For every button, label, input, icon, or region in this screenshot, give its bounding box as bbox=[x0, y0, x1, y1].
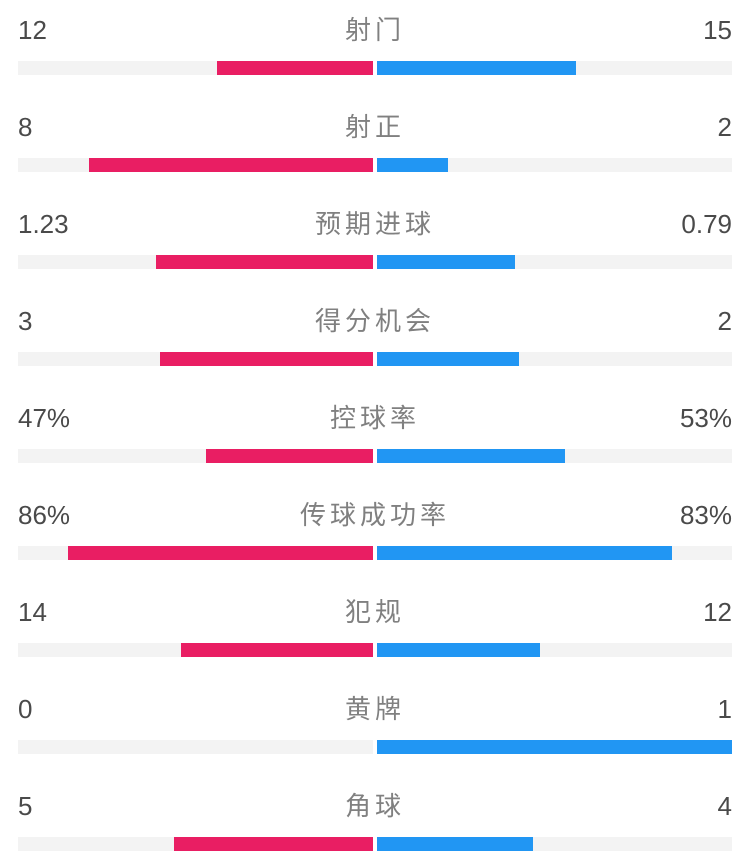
bar-fill-right bbox=[377, 643, 540, 657]
bar-half-right bbox=[377, 546, 732, 560]
bar-half-left bbox=[18, 158, 373, 172]
match-stats-container: 12射门158射正21.23预期进球0.793得分机会247%控球率53%86%… bbox=[18, 10, 732, 851]
stat-header: 3得分机会2 bbox=[18, 301, 732, 338]
bar-fill-right bbox=[377, 546, 672, 560]
stat-value-left: 5 bbox=[18, 791, 78, 822]
stat-row: 14犯规12 bbox=[18, 592, 732, 657]
stat-value-right: 0.79 bbox=[672, 209, 732, 240]
stat-value-right: 4 bbox=[672, 791, 732, 822]
stat-value-left: 1.23 bbox=[18, 209, 78, 240]
stat-label: 犯规 bbox=[78, 592, 672, 629]
stat-bar-track bbox=[18, 546, 732, 560]
stat-row: 47%控球率53% bbox=[18, 398, 732, 463]
bar-fill-left bbox=[89, 158, 373, 172]
stat-value-left: 8 bbox=[18, 112, 78, 143]
stat-label: 预期进球 bbox=[78, 204, 672, 241]
bar-fill-left bbox=[206, 449, 373, 463]
bar-half-left bbox=[18, 740, 373, 754]
stat-header: 1.23预期进球0.79 bbox=[18, 204, 732, 241]
stat-bar-track bbox=[18, 352, 732, 366]
bar-fill-right bbox=[377, 352, 519, 366]
stat-value-left: 3 bbox=[18, 306, 78, 337]
bar-fill-left bbox=[68, 546, 373, 560]
stat-bar-track bbox=[18, 158, 732, 172]
stat-value-left: 47% bbox=[18, 403, 78, 434]
stat-row: 86%传球成功率83% bbox=[18, 495, 732, 560]
bar-half-left bbox=[18, 643, 373, 657]
bar-half-left bbox=[18, 255, 373, 269]
stat-header: 86%传球成功率83% bbox=[18, 495, 732, 532]
stat-row: 8射正2 bbox=[18, 107, 732, 172]
stat-label: 黄牌 bbox=[78, 689, 672, 726]
bar-fill-right bbox=[377, 158, 448, 172]
stat-header: 14犯规12 bbox=[18, 592, 732, 629]
bar-half-left bbox=[18, 61, 373, 75]
bar-fill-right bbox=[377, 255, 515, 269]
stat-value-right: 2 bbox=[672, 112, 732, 143]
stat-value-left: 14 bbox=[18, 597, 78, 628]
bar-fill-right bbox=[377, 61, 576, 75]
stat-label: 角球 bbox=[78, 786, 672, 823]
bar-fill-right bbox=[377, 740, 732, 754]
stat-header: 0黄牌1 bbox=[18, 689, 732, 726]
bar-half-left bbox=[18, 449, 373, 463]
stat-bar-track bbox=[18, 255, 732, 269]
stat-value-right: 1 bbox=[672, 694, 732, 725]
stat-value-right: 15 bbox=[672, 15, 732, 46]
bar-fill-left bbox=[156, 255, 373, 269]
bar-fill-left bbox=[217, 61, 373, 75]
stat-row: 12射门15 bbox=[18, 10, 732, 75]
stat-label: 控球率 bbox=[78, 398, 672, 435]
stat-row: 1.23预期进球0.79 bbox=[18, 204, 732, 269]
stat-value-left: 86% bbox=[18, 500, 78, 531]
bar-fill-left bbox=[160, 352, 373, 366]
bar-half-left bbox=[18, 352, 373, 366]
stat-bar-track bbox=[18, 61, 732, 75]
stat-value-right: 2 bbox=[672, 306, 732, 337]
stat-value-left: 0 bbox=[18, 694, 78, 725]
bar-half-right bbox=[377, 158, 732, 172]
bar-half-right bbox=[377, 740, 732, 754]
stat-header: 47%控球率53% bbox=[18, 398, 732, 435]
stat-header: 8射正2 bbox=[18, 107, 732, 144]
stat-header: 12射门15 bbox=[18, 10, 732, 47]
stat-label: 传球成功率 bbox=[78, 495, 672, 532]
stat-value-right: 83% bbox=[672, 500, 732, 531]
stat-header: 5角球4 bbox=[18, 786, 732, 823]
stat-row: 0黄牌1 bbox=[18, 689, 732, 754]
stat-bar-track bbox=[18, 449, 732, 463]
stat-value-right: 12 bbox=[672, 597, 732, 628]
stat-bar-track bbox=[18, 643, 732, 657]
stat-label: 射正 bbox=[78, 107, 672, 144]
stat-row: 3得分机会2 bbox=[18, 301, 732, 366]
bar-half-right bbox=[377, 643, 732, 657]
stat-label: 得分机会 bbox=[78, 301, 672, 338]
bar-half-right bbox=[377, 352, 732, 366]
bar-fill-right bbox=[377, 449, 565, 463]
bar-fill-left bbox=[181, 643, 373, 657]
bar-half-right bbox=[377, 61, 732, 75]
stat-bar-track bbox=[18, 740, 732, 754]
stat-label: 射门 bbox=[78, 10, 672, 47]
bar-half-right bbox=[377, 449, 732, 463]
stat-value-right: 53% bbox=[672, 403, 732, 434]
bar-half-right bbox=[377, 255, 732, 269]
stat-row: 5角球4 bbox=[18, 786, 732, 851]
bar-half-left bbox=[18, 546, 373, 560]
stat-value-left: 12 bbox=[18, 15, 78, 46]
